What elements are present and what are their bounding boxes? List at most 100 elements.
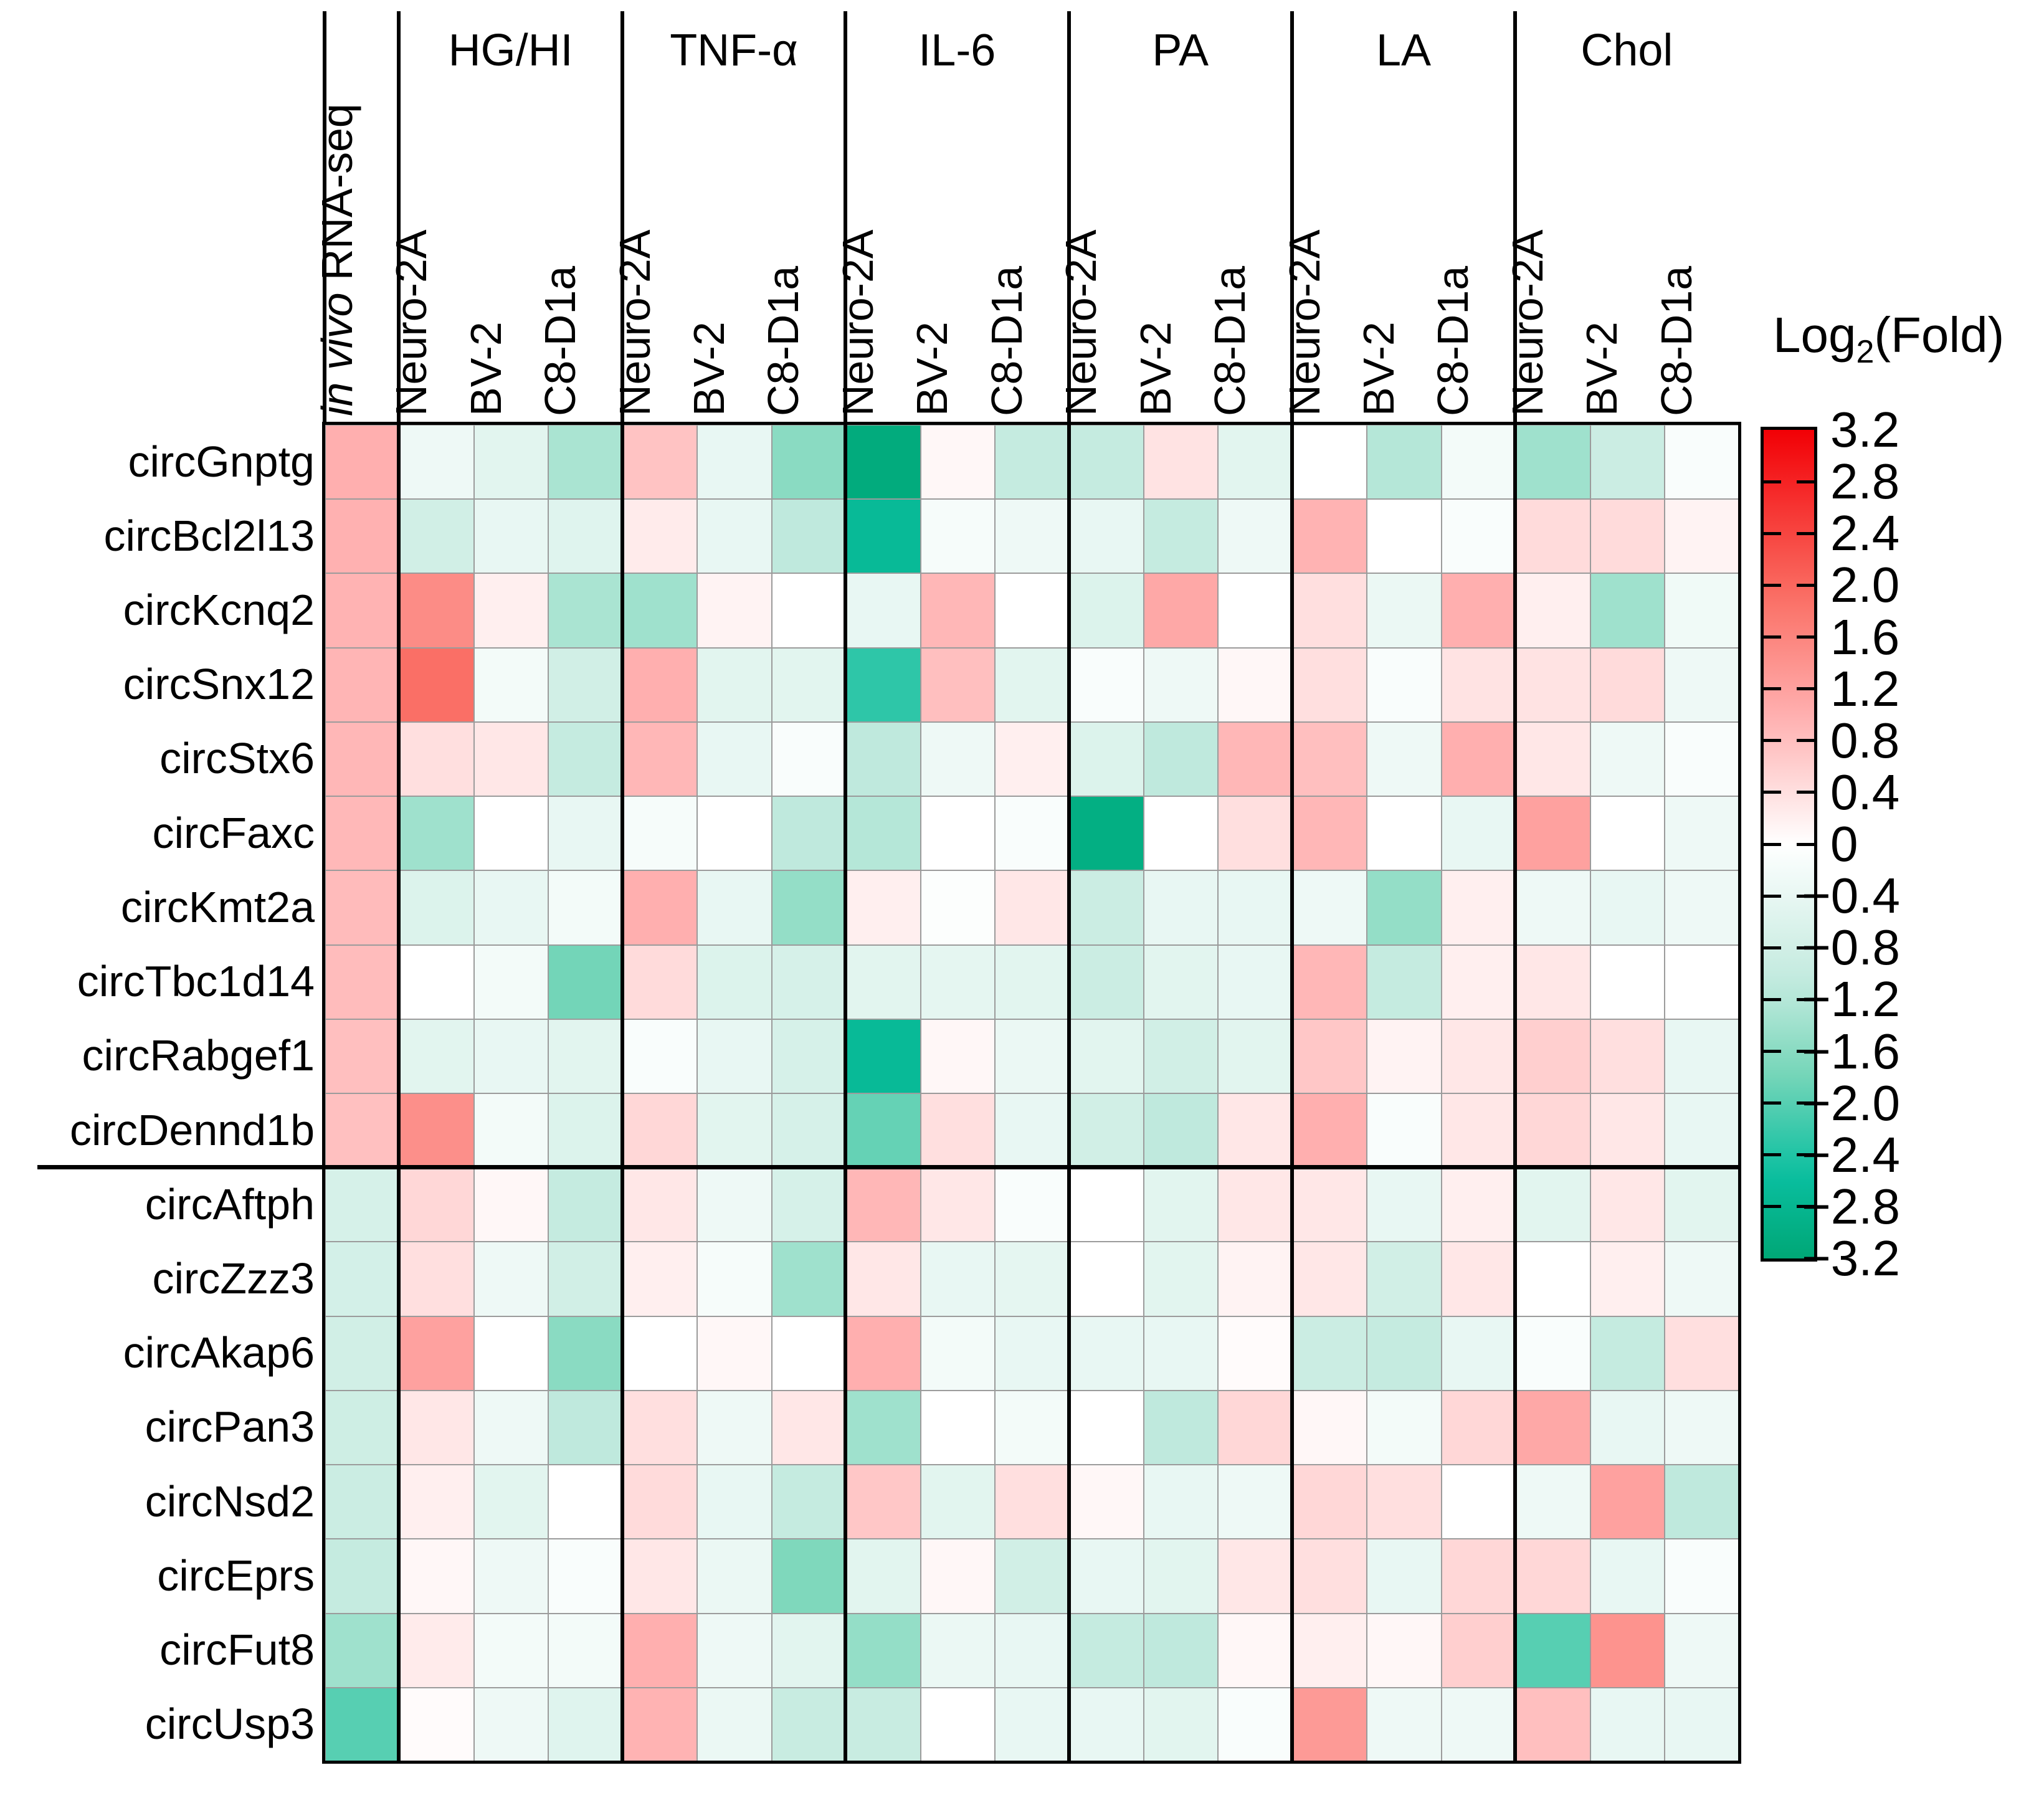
heatmap-cell	[1366, 1389, 1442, 1466]
colorbar-tick-label: 1.2	[1830, 660, 1900, 716]
heatmap-cell	[1366, 1612, 1442, 1688]
heatmap-cell	[325, 944, 401, 1020]
heatmap-cell	[845, 498, 921, 574]
heatmap-cell	[1440, 1241, 1517, 1317]
heatmap-cell	[1143, 647, 1219, 723]
heatmap-cell	[399, 573, 475, 649]
heatmap-cell	[1143, 1389, 1219, 1466]
legend-title-suffix: (Fold)	[1874, 307, 2005, 363]
heatmap-cell	[473, 1092, 549, 1169]
colorbar-tick-left	[1764, 531, 1781, 535]
heatmap-cell	[771, 1167, 847, 1243]
heatmap-cell	[1440, 1315, 1517, 1391]
heatmap-cell	[325, 424, 401, 500]
heatmap-cell	[1515, 944, 1591, 1020]
heatmap-cell	[1589, 1538, 1666, 1614]
heatmap-cell	[920, 1315, 996, 1391]
heatmap-cell	[994, 424, 1070, 500]
heatmap-cell	[1589, 1612, 1666, 1688]
heatmap-cell	[994, 944, 1070, 1020]
heatmap-cell	[1440, 1167, 1517, 1243]
heatmap-cell	[1366, 870, 1442, 946]
heatmap-cell	[1589, 870, 1666, 946]
colorbar-tick-left	[1764, 842, 1781, 846]
heatmap-cell	[1143, 1315, 1219, 1391]
heatmap-cell	[845, 1538, 921, 1614]
colorbar-tick-label: 2.4	[1830, 505, 1900, 561]
heatmap-cell	[325, 1612, 401, 1688]
heatmap-cell	[920, 1464, 996, 1540]
colorbar-tick-label: −2.0	[1802, 1075, 1900, 1131]
heatmap-cell	[548, 1241, 624, 1317]
heatmap-cell	[771, 1018, 847, 1094]
colorbar-tick-right	[1797, 946, 1814, 949]
heatmap-cell	[1068, 870, 1144, 946]
row-label-circAftph: circAftph	[145, 1179, 315, 1229]
heatmap-cell	[1589, 1167, 1666, 1243]
heatmap-cell	[399, 424, 475, 500]
column-label-neuro-2a: Neuro-2A	[1503, 229, 1552, 416]
heatmap-cell	[1217, 721, 1293, 797]
heatmap-cell	[845, 1612, 921, 1688]
column-group-separator	[1290, 11, 1294, 1761]
heatmap-cell	[1366, 1167, 1442, 1243]
heatmap-cell	[1068, 424, 1144, 500]
heatmap-cell	[399, 870, 475, 946]
heatmap-cell	[1366, 498, 1442, 574]
heatmap-cell	[1291, 1538, 1368, 1614]
heatmap-cell	[771, 1241, 847, 1317]
colorbar-tick-left	[1764, 997, 1781, 1001]
heatmap-cell	[1440, 1464, 1517, 1540]
heatmap-cell	[548, 498, 624, 574]
colorbar-tick-right	[1797, 1205, 1814, 1209]
row-label-circAkap6: circAkap6	[123, 1328, 315, 1377]
colorbar-tick-right	[1797, 894, 1814, 898]
heatmap-cell	[771, 721, 847, 797]
heatmap-cell	[1440, 870, 1517, 946]
heatmap-cell	[845, 1464, 921, 1540]
column-label-neuro-2a: Neuro-2A	[610, 229, 659, 416]
heatmap-cell	[1291, 424, 1368, 500]
heatmap-cell	[622, 573, 698, 649]
heatmap-cell	[771, 1389, 847, 1466]
heatmap-cell	[771, 1315, 847, 1391]
heatmap-cell	[1068, 1538, 1144, 1614]
heatmap-cell	[771, 1464, 847, 1540]
heatmap-cell	[325, 1241, 401, 1317]
colorbar-tick-label: 1.6	[1830, 609, 1900, 665]
header-left-rule	[323, 11, 326, 424]
legend-title: Log2(Fold)	[1773, 307, 2004, 371]
heatmap-cell	[1366, 1538, 1442, 1614]
heatmap-cell	[1440, 647, 1517, 723]
legend-title-subscript: 2	[1856, 334, 1875, 370]
row-label-circFut8: circFut8	[159, 1625, 315, 1675]
heatmap-cell	[622, 498, 698, 574]
colorbar-tick-label: 0.4	[1830, 764, 1900, 820]
colorbar-tick-left	[1764, 946, 1781, 949]
heatmap-cell	[771, 573, 847, 649]
heatmap-cell	[622, 870, 698, 946]
heatmap-cell	[1068, 1241, 1144, 1317]
heatmap-cell	[1291, 1241, 1368, 1317]
heatmap-cell	[622, 1612, 698, 1688]
heatmap-cell	[548, 1018, 624, 1094]
heatmap-cell	[1291, 1167, 1368, 1243]
heatmap-cell	[1291, 573, 1368, 649]
heatmap-cell	[1440, 498, 1517, 574]
colorbar-tick-left	[1764, 1205, 1781, 1209]
row-label-circFaxc: circFaxc	[152, 808, 315, 857]
heatmap-cell	[325, 573, 401, 649]
group-header-la: LA	[1376, 26, 1432, 75]
heatmap-cell	[622, 1092, 698, 1169]
heatmap-cell	[1664, 1612, 1740, 1688]
group-header-hg-hi: HG/HI	[448, 26, 573, 75]
colorbar-tick-left	[1764, 1153, 1781, 1157]
heatmap-cell	[1068, 1167, 1144, 1243]
heatmap-cell	[1515, 1092, 1591, 1169]
heatmap-cell	[696, 1612, 772, 1688]
heatmap-cell	[845, 1167, 921, 1243]
colorbar-tick-label: −0.8	[1802, 920, 1900, 976]
heatmap-cell	[399, 721, 475, 797]
heatmap-cell	[1291, 1315, 1368, 1391]
heatmap-cell	[1664, 1315, 1740, 1391]
